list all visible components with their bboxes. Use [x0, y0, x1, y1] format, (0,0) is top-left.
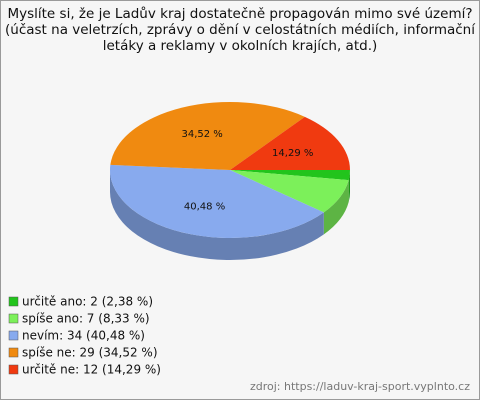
legend-swatch	[8, 330, 19, 341]
pie-slice	[230, 170, 349, 213]
data-label: 40,48 %	[184, 202, 225, 213]
source: zdroj: https://laduv-kraj-sport.vyplnto.…	[250, 380, 470, 393]
legend-label: spíše ne: 29 (34,52 %)	[22, 346, 158, 360]
data-label: 14,29 %	[272, 148, 313, 159]
legend-swatch	[8, 347, 19, 358]
pie-side	[110, 170, 324, 260]
data-label: 34,52 %	[182, 129, 223, 140]
legend-swatch	[8, 313, 19, 324]
chart-title: Myslíte si, že je Ladův kraj dostatečně …	[7, 6, 472, 22]
legend-label: určitě ano: 2 (2,38 %)	[22, 295, 153, 309]
pie-slice	[110, 102, 305, 170]
legend-label: spíše ano: 7 (8,33 %)	[22, 312, 150, 326]
pie-slice	[230, 170, 350, 181]
legend-label: určitě ne: 12 (14,29 %)	[22, 363, 161, 377]
pie-side	[323, 180, 349, 235]
chart-title: (účast na veletrzích, zprávy o dění v ce…	[5, 22, 476, 38]
pie-side	[348, 170, 350, 203]
chart-title: letáky a reklamy v okolních krajích, atd…	[103, 38, 378, 54]
legend-swatch	[8, 296, 19, 307]
pie-slice	[230, 116, 350, 170]
legend-swatch	[8, 364, 19, 375]
legend-label: nevím: 34 (40,48 %)	[22, 329, 145, 343]
pie-slice	[109, 164, 324, 238]
